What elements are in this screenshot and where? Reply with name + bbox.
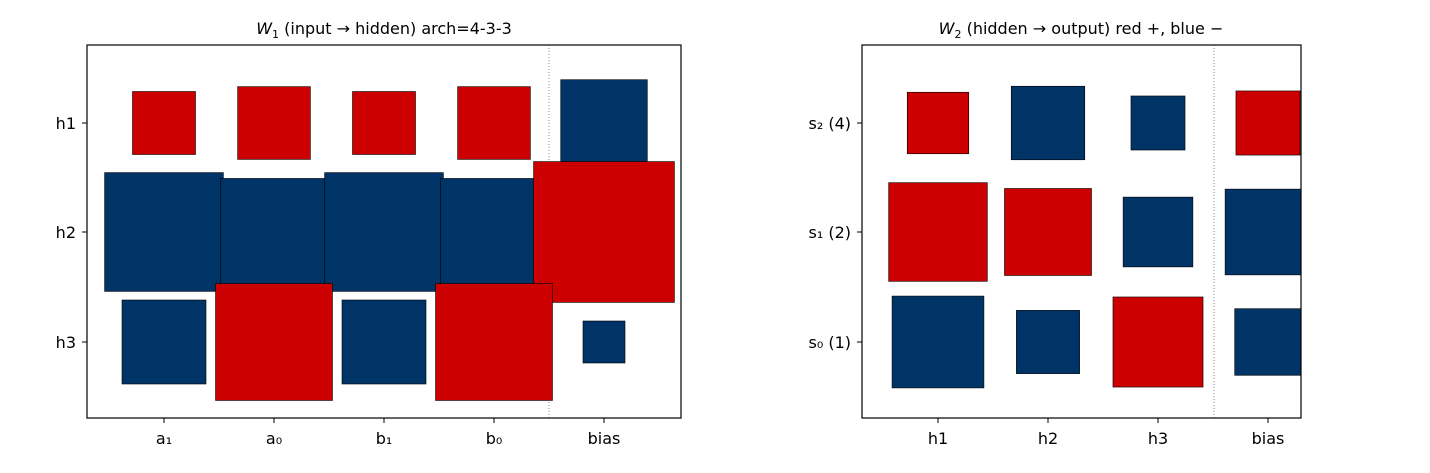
hinton-cell-r1-c2 [1122,196,1194,268]
hinton-cell-r1-c1 [220,178,328,286]
hinton-cell-r0-c2 [352,91,416,155]
hinton-cell-r0-c2 [1130,95,1186,151]
x-tick-label: a₀ [266,429,282,448]
x-tick-label: bias [1252,429,1285,448]
hinton-cell-r1-c2 [324,172,444,292]
panel-title: W2 (hidden → output) red +, blue − [939,19,1224,41]
x-tick-label: h1 [928,429,948,448]
hinton-cell-r2-c2 [341,299,427,385]
hinton-cell-r1-c0 [104,172,224,292]
hinton-cell-r2-c1 [1016,310,1080,374]
hinton-cell-r2-c3 [1234,308,1301,376]
x-tick-label: a₁ [156,429,172,448]
x-tick-label: b₀ [486,429,503,448]
y-tick-label: h1 [56,114,76,133]
hinton-cell-r2-c3 [435,283,553,401]
hinton-cell-r2-c0 [891,295,985,389]
y-tick-label: h3 [56,333,76,352]
hinton-cell-r0-c3 [457,86,531,160]
hinton-cell-r1-c4 [533,161,675,303]
hinton-cell-r2-c0 [121,299,207,385]
hinton-panel-2: h1 h2 h3 bias s₂ (4) s₁ (2) s₀ (1) W2 (hidden →… [809,19,1302,448]
hinton-cell-r0-c1 [1010,85,1086,161]
hinton-cell-r1-c3 [1224,188,1301,276]
panel-marks-2 [888,45,1301,418]
hinton-cell-r2-c2 [1112,296,1204,388]
panel-title: W1 (input → hidden) arch=4-3-3 [256,19,512,41]
hinton-cell-r0-c1 [237,86,311,160]
y-tick-label: s₂ (4) [809,114,852,133]
hinton-cell-r0-c4 [560,79,648,167]
x-tick-label: h2 [1038,429,1058,448]
x-tick-label: bias [588,429,621,448]
hinton-cell-r2-c4 [582,320,626,364]
hinton-cell-r1-c1 [1004,188,1092,276]
x-tick-label: h3 [1148,429,1168,448]
y-tick-label: s₀ (1) [809,333,852,352]
y-tick-label: s₁ (2) [809,223,852,242]
x-tick-label: b₁ [376,429,393,448]
hinton-cell-r0-c3 [1235,90,1301,156]
hinton-cell-r2-c1 [215,283,333,401]
panel-marks-1 [104,45,675,418]
hinton-panel-1: a₁ a₀ b₁ b₀ bias h1 h2 h3 W1 (input → hidden) ar… [56,19,682,448]
y-tick-label: h2 [56,223,76,242]
hinton-cell-r1-c3 [440,178,548,286]
hinton-cell-r0-c0 [132,91,196,155]
hinton-cell-r0-c0 [906,91,970,155]
hinton-cell-r1-c0 [888,182,988,282]
